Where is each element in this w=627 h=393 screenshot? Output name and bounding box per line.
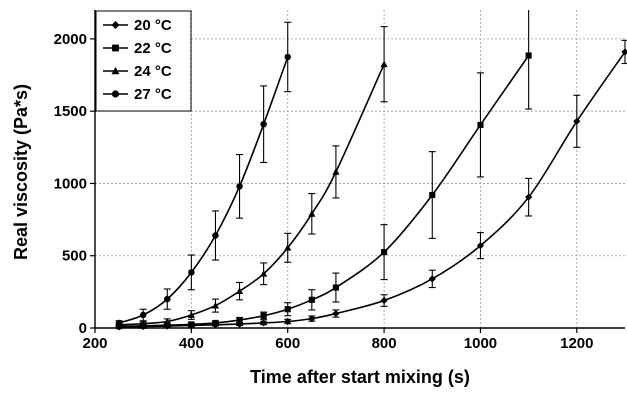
y-axis-title: Real viscosity (Pa*s) [11, 84, 31, 260]
data-point [284, 244, 292, 251]
data-point [235, 287, 244, 295]
data-point [621, 48, 627, 56]
data-point [115, 319, 123, 327]
data-point [111, 67, 120, 75]
y-tick-label: 2000 [54, 31, 87, 48]
x-tick-label: 400 [179, 335, 204, 352]
x-tick-label: 1200 [560, 335, 593, 352]
data-point [260, 312, 267, 319]
data-point [212, 232, 219, 239]
data-point [308, 210, 316, 217]
data-point [332, 309, 340, 318]
data-point [188, 269, 195, 276]
legend-label: 20 °C [134, 17, 172, 34]
data-point [112, 44, 119, 52]
data-point [332, 284, 339, 291]
data-point [211, 301, 220, 309]
data-point [308, 296, 315, 303]
series-line [119, 51, 626, 328]
data-point [187, 311, 195, 318]
x-tick-label: 1000 [464, 335, 497, 352]
legend-item: 24 °C [103, 63, 172, 80]
series-line [119, 63, 385, 326]
data-point [381, 249, 388, 256]
data-point [111, 90, 120, 98]
data-point [284, 53, 291, 61]
data-point [188, 321, 195, 328]
data-point [477, 121, 484, 128]
series-group [115, 21, 292, 327]
series-group [115, 26, 388, 328]
data-point [164, 295, 171, 303]
data-point [429, 191, 436, 199]
data-point [284, 317, 292, 326]
data-point [284, 306, 291, 313]
x-tick-label: 800 [372, 335, 397, 352]
series-line [119, 55, 530, 328]
data-point [380, 296, 388, 305]
x-tick-labels: 200 400 600 800 1000 1200 [82, 335, 593, 352]
data-point [476, 242, 485, 250]
legend-label: 24 °C [134, 63, 172, 80]
data-point [332, 168, 340, 175]
x-tick-label: 600 [275, 335, 300, 352]
data-point [260, 120, 267, 128]
data-point [139, 320, 147, 327]
y-tick-label: 500 [62, 248, 87, 265]
legend-item: 27 °C [103, 86, 172, 103]
data-point [260, 319, 268, 327]
legend-item: 22 °C [103, 40, 172, 57]
data-point [236, 316, 243, 324]
series-group [115, 10, 533, 330]
data-point [573, 117, 581, 125]
y-tick-label: 0 [79, 320, 87, 337]
y-tick-label: 1500 [54, 103, 87, 120]
y-tick-label: 1000 [54, 175, 87, 192]
data-point [236, 183, 243, 190]
data-point [212, 319, 219, 327]
data-point [525, 193, 533, 201]
x-tick-label: 200 [82, 335, 107, 352]
data-point [139, 311, 147, 319]
legend-label: 27 °C [134, 86, 172, 103]
data-point [308, 315, 316, 323]
data-point [111, 21, 120, 29]
data-point [260, 270, 268, 277]
data-point [428, 275, 436, 283]
legend-label: 22 °C [134, 40, 172, 57]
legend: 20 °C 22 °C 24 °C 27 °C [95, 10, 192, 112]
x-axis-title: Time after start mixing (s) [250, 367, 470, 387]
axes [90, 10, 625, 333]
series-layer [115, 10, 627, 331]
data-point [163, 317, 171, 325]
data-point [525, 52, 532, 59]
data-point [164, 322, 171, 329]
legend-item: 20 °C [103, 17, 172, 34]
y-tick-labels: 0 500 1000 1500 2000 [54, 31, 87, 337]
data-point [380, 60, 388, 68]
